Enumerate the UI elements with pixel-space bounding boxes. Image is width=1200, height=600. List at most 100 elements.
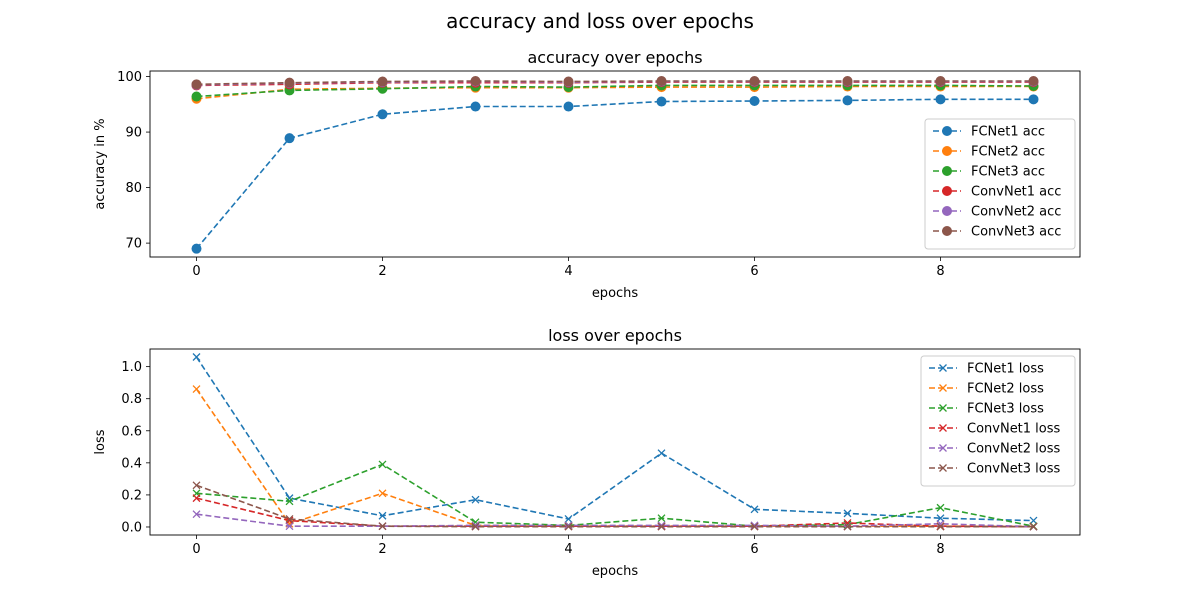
y-tick-label: 1.0	[121, 360, 142, 375]
legend-label: FCNet1 acc	[971, 125, 1045, 140]
data-point	[285, 522, 294, 531]
data-point	[378, 460, 387, 469]
data-point	[377, 109, 388, 120]
legend: FCNet1 acc FCNet2 acc FCNet3 acc ConvNet1 a…	[924, 118, 1076, 250]
x-tick-label: 8	[936, 542, 944, 557]
x-tick-label: 4	[564, 264, 572, 279]
y-tick-label: 100	[117, 70, 142, 85]
data-point	[843, 519, 852, 527]
data-point	[564, 521, 573, 530]
legend-item: ConvNet3 acc	[933, 225, 1061, 240]
series-line	[196, 80, 1034, 86]
plot-area	[191, 75, 1039, 254]
series-line	[196, 85, 1034, 100]
series-line	[196, 513, 1034, 528]
data-point	[657, 449, 666, 458]
x-tick-label: 0	[192, 542, 200, 557]
legend-label: FCNet3 acc	[971, 165, 1045, 180]
data-point	[1028, 94, 1039, 105]
legend-marker	[942, 166, 952, 176]
legend-item: ConvNet2 loss	[929, 442, 1061, 457]
y-tick-label: 0.6	[121, 424, 142, 439]
data-point	[284, 133, 295, 144]
data-point	[192, 510, 201, 519]
data-point	[750, 521, 759, 530]
x-tick-label: 4	[564, 542, 572, 557]
data-point	[657, 521, 666, 530]
data-point	[936, 503, 945, 512]
x-axis-label: epochs	[592, 564, 639, 579]
data-point	[471, 495, 480, 504]
legend: FCNet1 loss FCNet2 loss FCNet3 loss ConvNet…	[920, 355, 1076, 487]
data-point	[563, 101, 574, 112]
data-point	[1029, 516, 1038, 525]
data-point	[657, 514, 666, 523]
legend-item: ConvNet2 acc	[933, 205, 1061, 220]
data-point	[471, 521, 480, 530]
data-point	[749, 75, 760, 86]
data-point	[564, 515, 573, 523]
legend-marker	[939, 364, 947, 372]
series-convnet2-loss	[192, 510, 1038, 531]
data-point	[1029, 522, 1038, 531]
data-point	[1028, 75, 1039, 86]
legend-marker	[939, 464, 947, 472]
legend-marker	[942, 186, 952, 196]
legend-item: FCNet1 acc	[933, 125, 1045, 140]
x-tick-label: 2	[378, 264, 386, 279]
data-point	[192, 481, 201, 490]
series-convnet3-acc	[191, 75, 1039, 90]
legend-marker	[942, 226, 952, 236]
data-point	[843, 509, 852, 518]
y-axis-label: loss	[93, 429, 108, 454]
legend-label: ConvNet3 loss	[967, 462, 1061, 477]
data-point	[564, 522, 573, 531]
data-point	[935, 75, 946, 86]
data-point	[192, 353, 201, 361]
legend-marker	[939, 404, 947, 412]
legend-label: ConvNet1 acc	[971, 185, 1061, 200]
legend-marker	[942, 206, 952, 216]
data-point	[284, 77, 295, 88]
data-point	[192, 385, 201, 394]
series-line	[196, 84, 1034, 98]
legend-item: FCNet2 acc	[933, 145, 1045, 160]
data-point	[656, 75, 667, 86]
axes-frame	[149, 348, 1081, 536]
legend-label: ConvNet2 loss	[967, 442, 1061, 457]
legend-item: ConvNet1 acc	[933, 185, 1061, 200]
data-point	[378, 489, 387, 498]
legend-label: FCNet1 loss	[967, 362, 1044, 377]
legend-label: FCNet3 loss	[967, 402, 1044, 417]
x-tick-label: 2	[378, 542, 386, 557]
legend-marker	[942, 126, 952, 136]
legend-box	[924, 118, 1076, 250]
data-point	[285, 515, 294, 523]
legend-item: FCNet1 loss	[929, 362, 1044, 377]
y-axis-label: accuracy in %	[93, 118, 108, 209]
x-tick-label: 6	[750, 264, 758, 279]
legend-marker	[939, 384, 947, 392]
data-point	[470, 75, 481, 86]
data-point	[470, 101, 481, 112]
data-point	[842, 95, 853, 106]
series-line	[195, 98, 1034, 250]
data-point	[843, 522, 852, 531]
data-point	[935, 94, 946, 105]
legend-marker	[939, 424, 947, 432]
data-point	[936, 514, 945, 523]
data-point	[842, 75, 853, 86]
x-axis-label: epochs	[592, 286, 639, 301]
y-tick-label: 0.0	[121, 520, 142, 535]
data-point	[471, 522, 480, 531]
legend-marker	[939, 444, 947, 452]
series-line	[195, 356, 1034, 522]
series-fcnet1-loss	[192, 353, 1038, 525]
x-tick-label: 6	[750, 542, 758, 557]
axes-frame	[149, 70, 1081, 258]
x-tick-label: 8	[936, 264, 944, 279]
series-line	[195, 388, 1034, 528]
data-point	[750, 522, 759, 531]
data-point	[285, 497, 294, 506]
